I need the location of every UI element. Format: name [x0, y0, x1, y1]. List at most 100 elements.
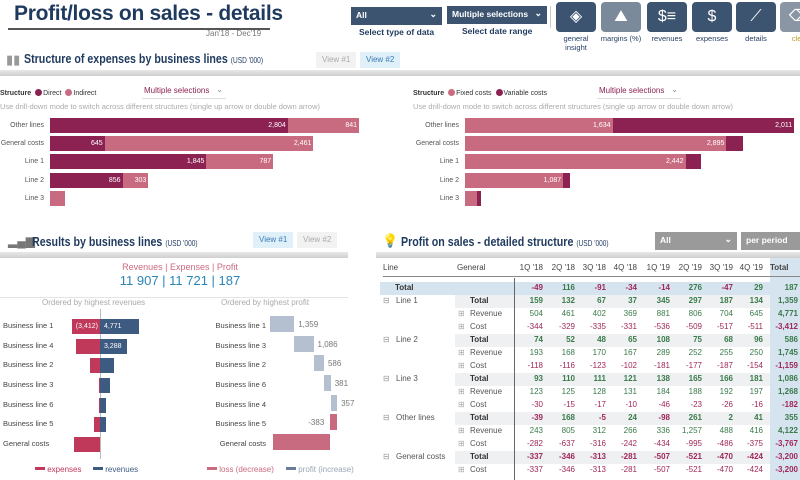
business-line-label: Business line 3 [3, 380, 54, 389]
bar-segment[interactable] [50, 191, 66, 206]
table-cell: -346 [558, 465, 575, 474]
column-header[interactable]: 4Q '19 [739, 263, 763, 272]
bar-segment[interactable] [465, 191, 477, 206]
profit-bar[interactable] [330, 395, 338, 411]
nav-button-clear[interactable]: ⌫ [780, 2, 800, 32]
profit-bar[interactable] [294, 336, 314, 352]
page-title: Profit/loss on sales - details [14, 2, 283, 25]
revenue-bar[interactable] [100, 358, 115, 373]
collapse-icon[interactable]: ⊟ [383, 335, 390, 344]
table-cell: -375 [746, 439, 763, 448]
table-cell: 276 [688, 283, 702, 292]
collapse-icon[interactable]: ⊟ [383, 374, 390, 383]
bar-segment[interactable]: 2,461 [104, 136, 314, 151]
results-view2-button[interactable]: View #2 [297, 232, 338, 248]
column-header[interactable]: Line [383, 263, 399, 272]
expand-icon[interactable]: ⊞ [458, 426, 465, 435]
expense-bar[interactable] [98, 378, 101, 393]
expense-bar[interactable] [75, 339, 100, 354]
view1-button[interactable]: View #1 [316, 52, 357, 68]
table-cell: 68 [724, 335, 733, 344]
category-label: General costs [0, 140, 44, 147]
expenses-unit: (USD '000) [230, 56, 264, 65]
expense-bar[interactable] [90, 358, 100, 373]
bar-segment[interactable]: 2,442 [465, 154, 686, 169]
table-cell: 138 [656, 374, 670, 383]
collapse-icon[interactable]: ⊟ [383, 296, 390, 305]
column-header[interactable]: 2Q '18 [551, 263, 575, 272]
structure-filter-dropdown[interactable]: Multiple selections ⌄ [597, 84, 681, 99]
table-cell: 504 [529, 309, 543, 318]
bar-segment[interactable] [685, 154, 701, 169]
expand-icon[interactable]: ⊞ [458, 309, 465, 318]
profit-bar[interactable] [270, 316, 295, 332]
expand-icon[interactable]: ⊞ [458, 439, 465, 448]
bar-segment[interactable]: 2,895 [465, 136, 727, 151]
bar-segment[interactable]: 2,011 [612, 118, 795, 133]
nav-button-details[interactable]: ⟋ [736, 2, 776, 32]
view2-button[interactable]: View #2 [360, 52, 401, 68]
column-header[interactable]: Total [770, 263, 789, 272]
revenue-bar[interactable] [100, 417, 106, 432]
collapse-icon[interactable]: ⊟ [383, 413, 390, 422]
bar-segment[interactable]: 645 [50, 136, 105, 151]
bar-segment[interactable]: 1,845 [50, 154, 207, 169]
revenue-bar[interactable]: 3,288 [100, 339, 127, 354]
date-range-dropdown[interactable]: Multiple selections ⌄ [447, 6, 547, 24]
bar-segment[interactable]: 2,804 [50, 118, 288, 133]
nav-button-revenues[interactable]: $≡ [647, 2, 687, 32]
column-header[interactable]: General [457, 263, 486, 272]
detail-filter-dropdown[interactable]: All ⌄ [655, 232, 737, 250]
column-header[interactable]: 2Q '19 [678, 263, 702, 272]
expand-icon[interactable]: ⊞ [458, 348, 465, 357]
bar-segment[interactable] [726, 136, 743, 151]
table-cell: -154 [746, 361, 763, 370]
column-header[interactable]: 3Q '19 [709, 263, 733, 272]
profit-bar[interactable] [330, 414, 338, 430]
table-cell: 266 [623, 426, 637, 435]
expand-icon[interactable]: ⊞ [458, 465, 465, 474]
profit-bar[interactable] [273, 434, 331, 450]
revenue-bar[interactable]: 4,771 [100, 319, 140, 334]
expense-bar[interactable]: (3,412) [72, 319, 100, 334]
bar-segment[interactable]: 303 [122, 173, 149, 188]
table-cell: 881 [656, 309, 670, 318]
data-type-dropdown[interactable]: All ⌄ [351, 7, 442, 25]
expense-bar[interactable] [73, 437, 100, 452]
column-divider [514, 278, 515, 480]
column-header[interactable]: 3Q '18 [582, 263, 606, 272]
expand-icon[interactable]: ⊞ [458, 400, 465, 409]
row-line-label: Total [395, 283, 414, 292]
business-line-label: Business line 2 [3, 360, 54, 369]
bar-segment[interactable] [476, 191, 482, 206]
detail-title-text: Profit on sales - detailed structure [401, 234, 574, 249]
collapse-icon[interactable]: ⊟ [383, 452, 390, 461]
table-cell: -517 [716, 322, 733, 331]
nav-button-expenses[interactable]: $ [692, 2, 732, 32]
structure-filter-dropdown[interactable]: Multiple selections ⌄ [142, 84, 226, 99]
expand-icon[interactable]: ⊞ [458, 387, 465, 396]
bar-segment[interactable]: 841 [287, 118, 360, 133]
legend-expenses: expenses [35, 465, 81, 474]
expense-bar[interactable] [94, 417, 100, 432]
bar-segment[interactable]: 1,087 [465, 173, 564, 188]
profit-bar[interactable] [313, 355, 324, 371]
results-view1-button[interactable]: View #1 [253, 232, 294, 248]
revenue-bar[interactable] [100, 378, 111, 393]
bar-segment[interactable]: 787 [206, 154, 274, 169]
revenue-bar[interactable] [100, 398, 106, 413]
column-header[interactable]: 4Q '18 [613, 263, 637, 272]
period-dropdown[interactable]: per period [741, 232, 800, 250]
expand-icon[interactable]: ⊞ [458, 361, 465, 370]
bar-segment[interactable]: 1,634 [465, 118, 613, 133]
nav-button-general[interactable]: ◈ [556, 2, 596, 32]
column-header[interactable]: 1Q '19 [646, 263, 670, 272]
bar-segment[interactable]: 856 [50, 173, 123, 188]
table-cell: 108 [656, 335, 670, 344]
profit-bar[interactable] [323, 375, 331, 391]
bar-segment[interactable] [563, 173, 570, 188]
column-header[interactable]: 1Q '18 [519, 263, 543, 272]
table-cell: -177 [685, 361, 702, 370]
nav-button-margins[interactable]: ⛰ [601, 2, 641, 32]
expand-icon[interactable]: ⊞ [458, 322, 465, 331]
